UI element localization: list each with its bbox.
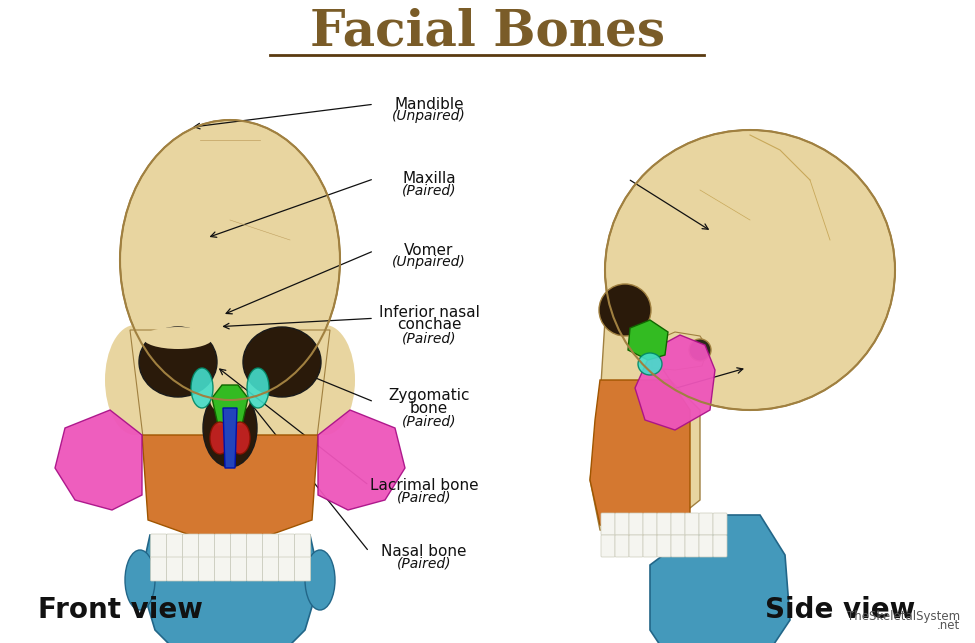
Text: bone: bone bbox=[410, 401, 449, 415]
Text: Inferior nasal: Inferior nasal bbox=[378, 305, 480, 320]
Text: Mandible: Mandible bbox=[394, 96, 464, 112]
Text: Lacrimal bone: Lacrimal bone bbox=[370, 478, 479, 493]
FancyBboxPatch shape bbox=[629, 513, 643, 535]
Text: Vomer: Vomer bbox=[405, 243, 453, 258]
Polygon shape bbox=[590, 380, 690, 535]
Polygon shape bbox=[223, 408, 237, 468]
Ellipse shape bbox=[191, 368, 213, 408]
Ellipse shape bbox=[605, 130, 895, 410]
FancyBboxPatch shape bbox=[671, 535, 685, 557]
Polygon shape bbox=[142, 435, 318, 535]
FancyBboxPatch shape bbox=[182, 557, 199, 581]
Ellipse shape bbox=[120, 120, 340, 400]
FancyBboxPatch shape bbox=[182, 534, 199, 558]
Ellipse shape bbox=[247, 368, 269, 408]
FancyBboxPatch shape bbox=[247, 534, 262, 558]
FancyBboxPatch shape bbox=[699, 513, 713, 535]
Text: Maxilla: Maxilla bbox=[402, 171, 456, 186]
Polygon shape bbox=[318, 410, 405, 510]
Polygon shape bbox=[652, 332, 708, 370]
Text: TheSkeletalSystem: TheSkeletalSystem bbox=[847, 610, 960, 623]
Ellipse shape bbox=[125, 550, 155, 610]
Text: (Paired): (Paired) bbox=[397, 490, 451, 504]
FancyBboxPatch shape bbox=[150, 534, 167, 558]
FancyBboxPatch shape bbox=[199, 557, 214, 581]
FancyBboxPatch shape bbox=[685, 535, 699, 557]
FancyBboxPatch shape bbox=[231, 534, 247, 558]
FancyBboxPatch shape bbox=[643, 513, 657, 535]
Polygon shape bbox=[635, 335, 715, 430]
Polygon shape bbox=[650, 515, 790, 643]
Text: Front view: Front view bbox=[38, 596, 203, 624]
FancyBboxPatch shape bbox=[601, 513, 615, 535]
Ellipse shape bbox=[210, 385, 250, 415]
Polygon shape bbox=[212, 385, 248, 425]
FancyBboxPatch shape bbox=[231, 557, 247, 581]
FancyBboxPatch shape bbox=[615, 513, 629, 535]
Ellipse shape bbox=[143, 327, 213, 349]
Ellipse shape bbox=[599, 284, 651, 336]
Ellipse shape bbox=[210, 422, 230, 454]
Text: (Paired): (Paired) bbox=[402, 331, 456, 345]
Polygon shape bbox=[590, 320, 700, 540]
Ellipse shape bbox=[305, 550, 335, 610]
FancyBboxPatch shape bbox=[262, 534, 279, 558]
FancyBboxPatch shape bbox=[214, 534, 231, 558]
Ellipse shape bbox=[105, 325, 165, 435]
Text: .net: .net bbox=[937, 619, 960, 632]
FancyBboxPatch shape bbox=[279, 557, 294, 581]
Ellipse shape bbox=[203, 389, 257, 467]
Text: (Paired): (Paired) bbox=[402, 415, 456, 429]
FancyBboxPatch shape bbox=[657, 535, 671, 557]
Text: conchae: conchae bbox=[397, 317, 461, 332]
FancyBboxPatch shape bbox=[167, 534, 182, 558]
Text: (Unpaired): (Unpaired) bbox=[392, 255, 466, 269]
FancyBboxPatch shape bbox=[657, 513, 671, 535]
Polygon shape bbox=[140, 535, 320, 643]
FancyBboxPatch shape bbox=[294, 557, 311, 581]
FancyBboxPatch shape bbox=[199, 534, 214, 558]
FancyBboxPatch shape bbox=[214, 557, 231, 581]
Ellipse shape bbox=[638, 353, 662, 375]
Polygon shape bbox=[130, 330, 330, 495]
Text: (Paired): (Paired) bbox=[402, 183, 456, 197]
Ellipse shape bbox=[295, 325, 355, 435]
FancyBboxPatch shape bbox=[294, 534, 311, 558]
FancyBboxPatch shape bbox=[262, 557, 279, 581]
FancyBboxPatch shape bbox=[671, 513, 685, 535]
FancyBboxPatch shape bbox=[247, 557, 262, 581]
Polygon shape bbox=[55, 410, 142, 510]
FancyBboxPatch shape bbox=[643, 535, 657, 557]
FancyBboxPatch shape bbox=[601, 535, 615, 557]
Text: (Unpaired): (Unpaired) bbox=[392, 109, 466, 123]
FancyBboxPatch shape bbox=[699, 535, 713, 557]
FancyBboxPatch shape bbox=[615, 535, 629, 557]
Text: Facial Bones: Facial Bones bbox=[309, 8, 665, 57]
Ellipse shape bbox=[230, 422, 250, 454]
FancyBboxPatch shape bbox=[279, 534, 294, 558]
Text: Zygomatic: Zygomatic bbox=[388, 388, 470, 403]
FancyBboxPatch shape bbox=[713, 513, 727, 535]
Text: Side view: Side view bbox=[764, 596, 916, 624]
FancyBboxPatch shape bbox=[685, 513, 699, 535]
FancyBboxPatch shape bbox=[150, 557, 167, 581]
FancyBboxPatch shape bbox=[167, 557, 182, 581]
Polygon shape bbox=[628, 320, 668, 360]
Ellipse shape bbox=[689, 339, 711, 361]
FancyBboxPatch shape bbox=[713, 535, 727, 557]
Ellipse shape bbox=[139, 327, 217, 397]
FancyBboxPatch shape bbox=[629, 535, 643, 557]
Text: Nasal bone: Nasal bone bbox=[381, 544, 467, 559]
Text: (Paired): (Paired) bbox=[397, 556, 451, 570]
Ellipse shape bbox=[243, 327, 321, 397]
Ellipse shape bbox=[142, 300, 318, 500]
